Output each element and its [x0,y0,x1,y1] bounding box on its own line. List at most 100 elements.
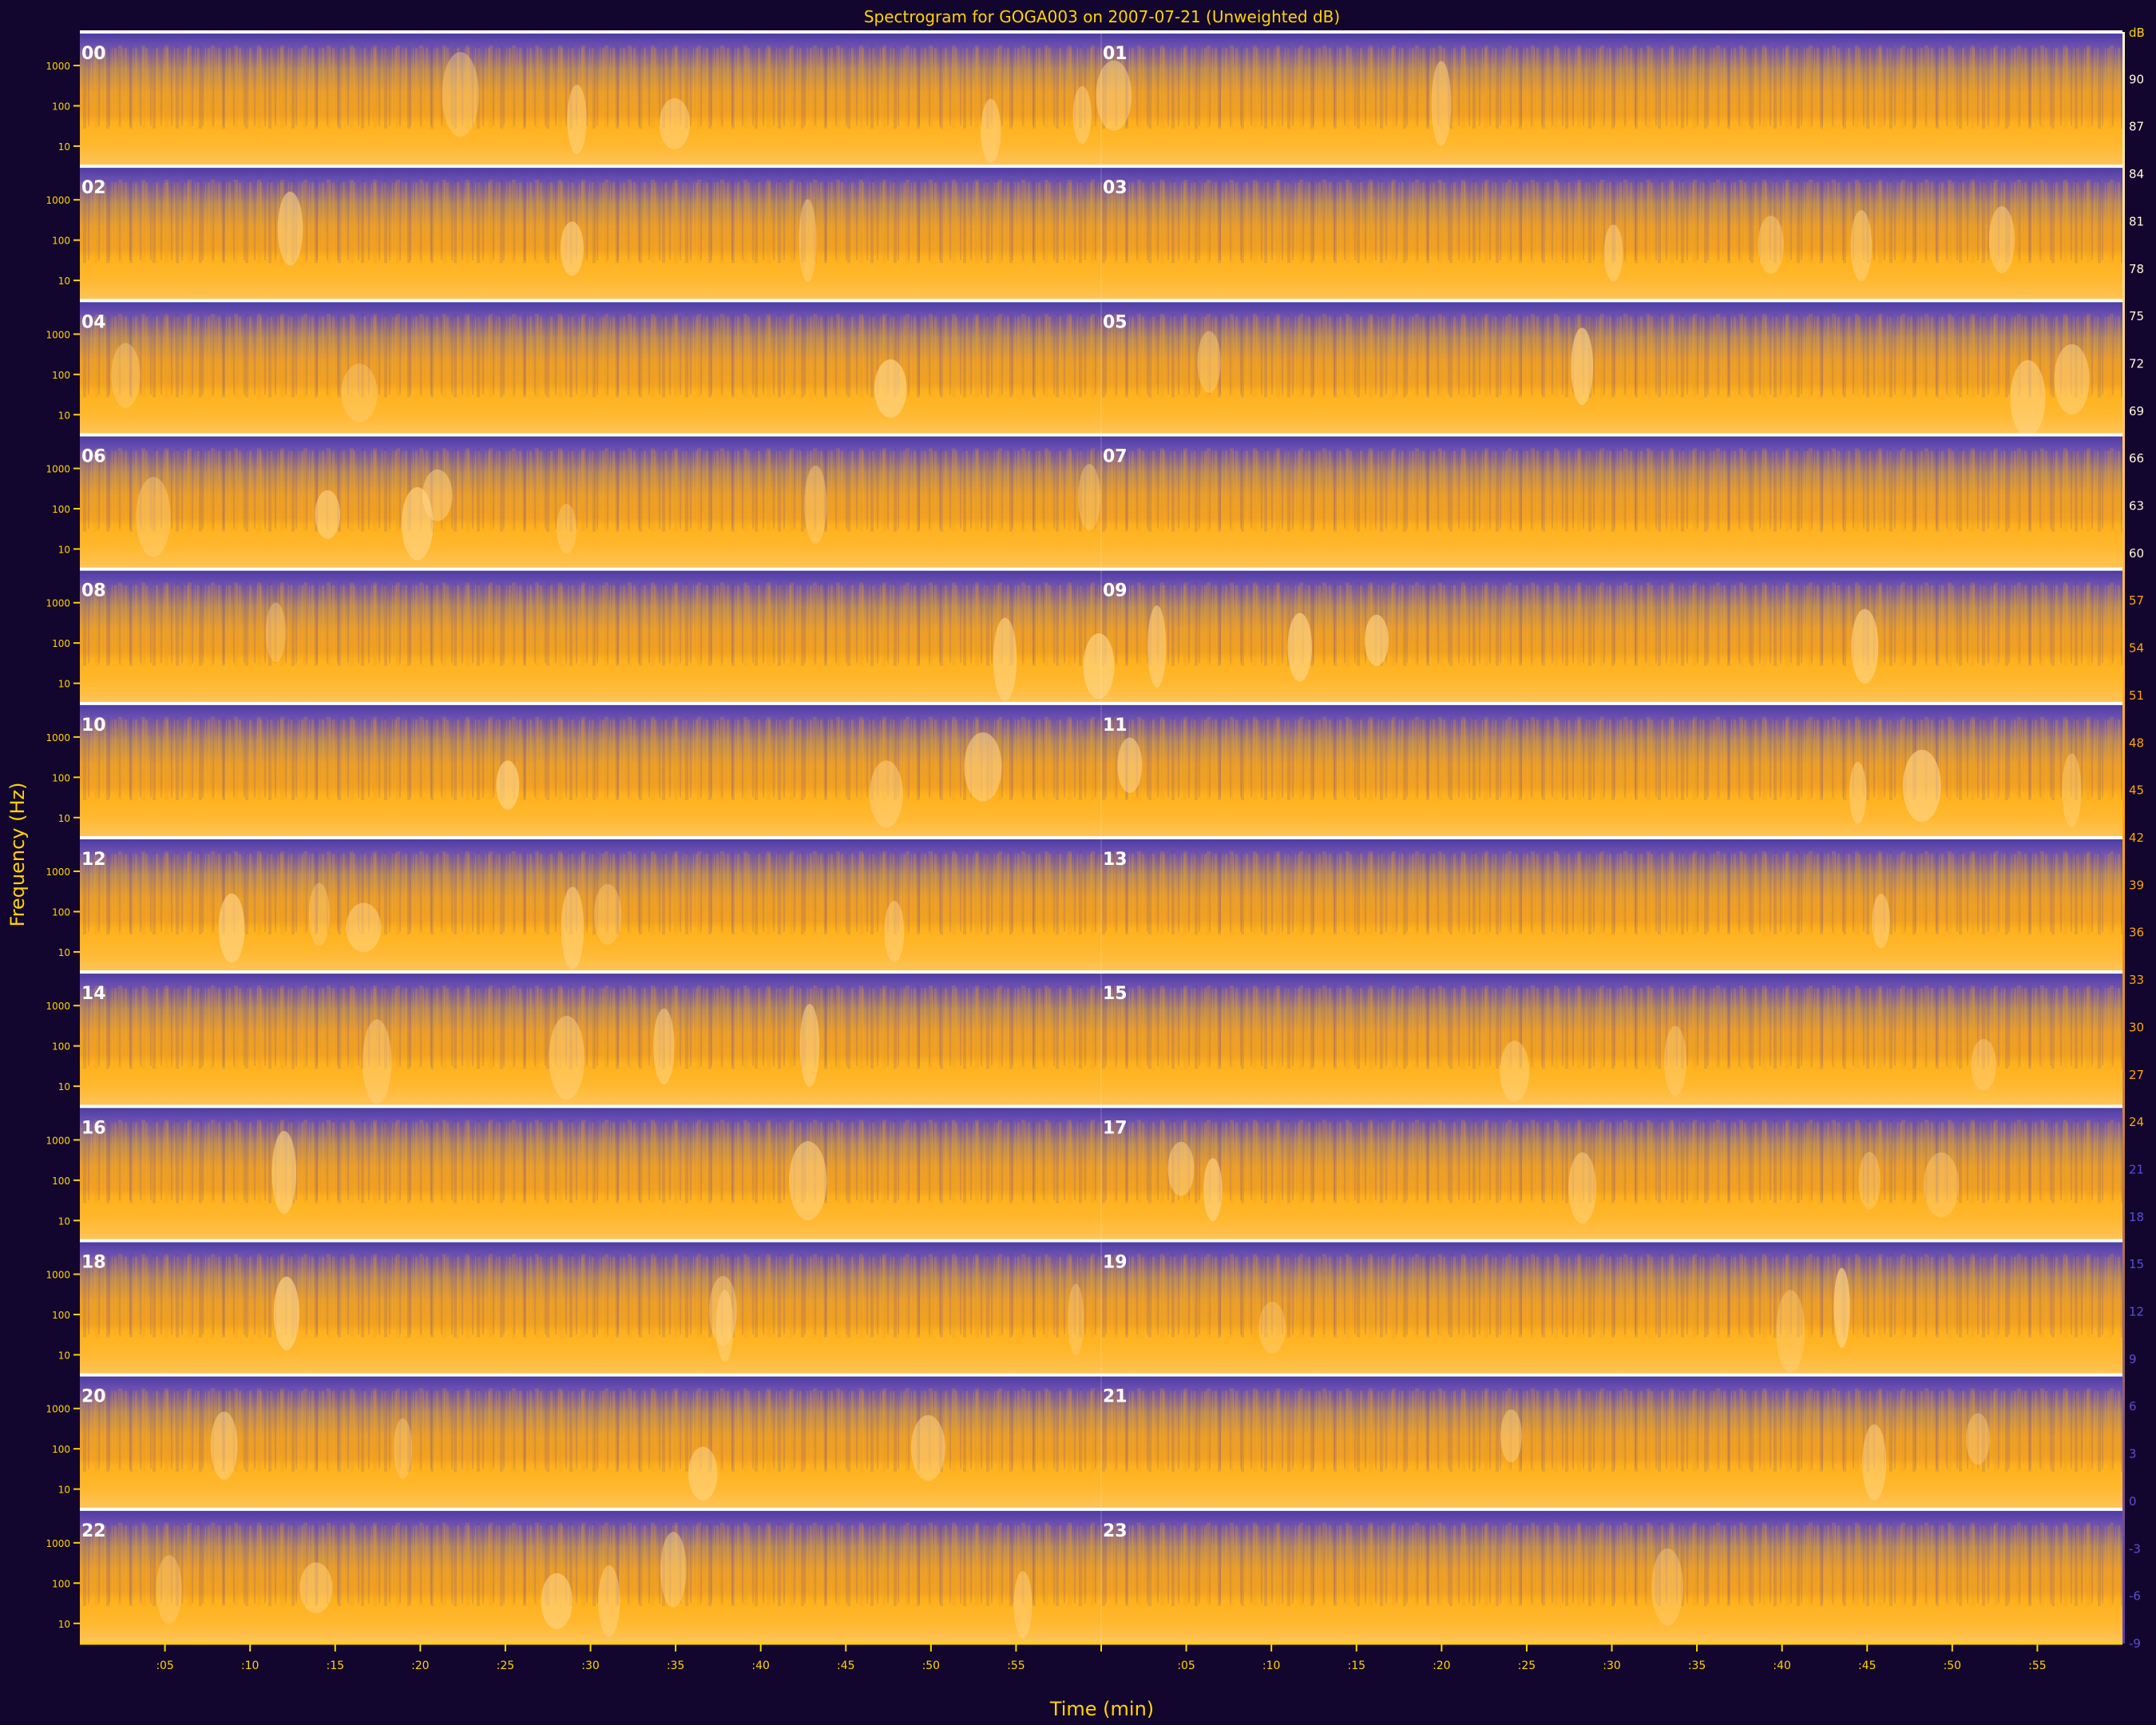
colorbar-tick-label: 33 [2129,973,2144,987]
spectrogram-event [401,487,434,561]
colorbar-unit: dB [2129,26,2145,40]
y-tick-label: 1000 [46,329,70,340]
colorbar-tick-label: 0 [2129,1494,2137,1509]
spectrogram-event [869,760,903,828]
y-tick-label: 10 [58,679,70,690]
spectrogram-event [1664,1025,1686,1096]
y-tick-label: 100 [52,772,70,783]
panel-hour-label: 02 [81,178,106,198]
panel-hour-label: 07 [1103,447,1128,467]
x-tick-label: :50 [1944,1660,1962,1672]
spectrogram-event [1923,1152,1960,1218]
panel-hour-label: 14 [81,984,106,1004]
y-tick-label: 100 [52,638,70,649]
spectrogram-row: 1000 100 10 04 05 [46,299,2122,437]
x-tick-label: :15 [326,1660,344,1672]
spectrogram-event [884,901,905,962]
y-tick-label: 100 [52,236,70,247]
panel-hour-label: 19 [1103,1253,1128,1273]
y-tick-label: 10 [58,1215,70,1227]
spectrogram-event [653,1008,675,1085]
spectrogram-event [1167,1141,1195,1196]
x-tick-label: :05 [156,1660,174,1672]
spectrogram-event [2010,359,2046,437]
colorbar-tick-label: 30 [2129,1020,2144,1034]
colorbar-tick-label: 90 [2129,72,2144,86]
spectrogram-event [1966,1413,1990,1465]
spectrogram-event [549,1015,585,1100]
spectrogram-event [273,1276,299,1350]
x-tick-label: :35 [1688,1660,1706,1672]
spectrogram-event [981,98,1001,164]
spectrogram-event [874,359,907,418]
colorbar-tick-label: 18 [2129,1210,2144,1224]
colorbar-tick-label: 69 [2129,404,2144,418]
y-tick-label: 1000 [46,1404,70,1415]
colorbar-tick-label: 21 [2129,1162,2144,1176]
panel-hour-label: 05 [1103,312,1128,332]
spectrogram-event [1971,1039,1996,1091]
panel-hour-label: 04 [81,312,106,332]
spectrogram-texture [80,1388,2122,1472]
colorbar-tick-label: 81 [2129,214,2144,228]
colorbar-tick-label: 51 [2129,688,2144,703]
spectrogram-event [964,732,1002,802]
colorbar-tick-label: 27 [2129,1068,2144,1082]
spectrogram-event [1203,1158,1223,1222]
spectrogram-event [557,503,577,554]
colorbar-tick-label: -6 [2129,1589,2141,1604]
x-tick-label: :55 [1007,1660,1025,1672]
spectrogram-event [1603,224,1623,282]
spectrogram-event [1568,1152,1596,1224]
spectrogram-row: 1000 100 10 14 15 [46,970,2122,1107]
colorbar-scale [2122,32,2125,1644]
panel-hour-label: 00 [81,44,106,64]
y-tick-label: 1000 [46,732,70,744]
colorbar-tick-label: 75 [2129,309,2144,323]
y-tick-label: 1000 [46,1538,70,1549]
spectrogram-event [2062,753,2082,827]
spectrogram-event [910,1415,945,1481]
panel-hour-label: 21 [1103,1387,1128,1407]
y-tick-label: 1000 [46,464,70,475]
colorbar-tick-label: 72 [2129,356,2144,371]
spectrogram-event [593,883,622,946]
spectrogram-event [299,1562,333,1614]
colorbar-tick-label: 60 [2129,546,2144,561]
spectrogram-event [156,1555,182,1624]
colorbar-tick-label: 45 [2129,783,2144,798]
spectrogram-event [1902,749,1941,823]
y-tick-label: 1000 [46,1135,70,1146]
colorbar-tick-label: 66 [2129,451,2144,466]
spectrogram-event [1083,633,1115,700]
spectrogram-event [1078,464,1101,531]
panel-hour-label: 06 [81,447,106,467]
spectrogram-event [804,465,827,544]
spectrogram-texture [80,851,2122,935]
x-axis-label: Time (min) [1049,1698,1154,1720]
y-tick-label: 1000 [46,195,70,206]
spectrogram-event [346,902,382,953]
spectrogram-texture [80,716,2122,800]
panel-hour-label: 17 [1103,1118,1128,1138]
y-tick-label: 10 [58,141,70,153]
spectrogram-texture [80,45,2122,129]
spectrogram-event [496,760,520,810]
spectrogram-texture [80,1120,2122,1204]
spectrogram-event [541,1572,573,1629]
spectrogram-event [789,1141,827,1220]
y-tick-label: 10 [58,410,70,421]
spectrogram-event [1068,1283,1084,1356]
panel-hour-label: 18 [81,1253,106,1273]
panel-hour-label: 10 [81,716,106,736]
spectrogram-texture [80,985,2122,1069]
x-tick-label: :40 [1773,1660,1791,1672]
panel-hour-label: 23 [1103,1521,1128,1541]
x-tick-label: :55 [2028,1660,2047,1672]
spectrogram-event [341,363,378,422]
y-tick-label: 100 [52,1176,70,1187]
spectrogram-event [1571,327,1594,405]
x-tick-label: :45 [837,1660,855,1672]
